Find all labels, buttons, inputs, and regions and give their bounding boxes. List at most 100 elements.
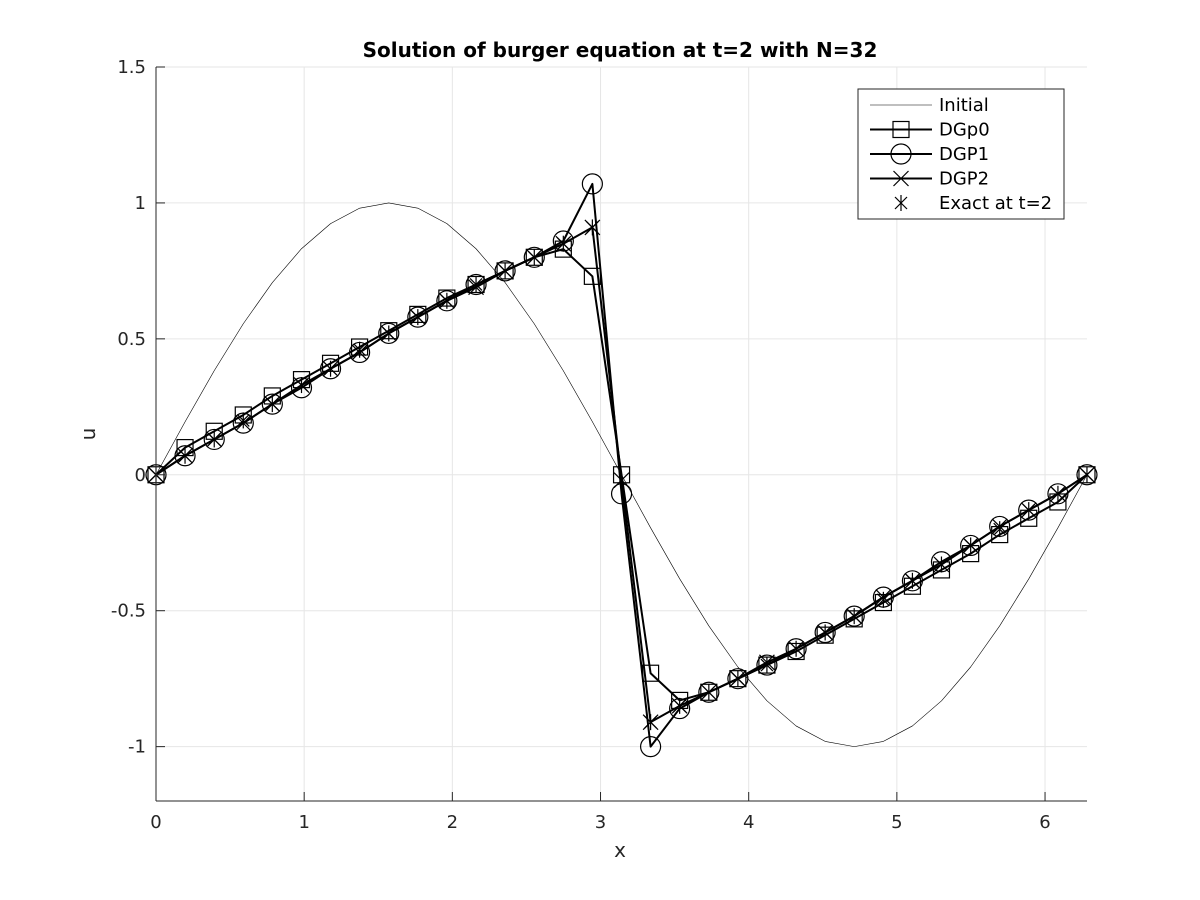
asterisk-marker-stroke [731, 672, 745, 686]
series-layer [145, 173, 1098, 758]
legend-marker-sample [890, 143, 912, 165]
data-point-dgp1 [407, 306, 429, 328]
data-point-exact-at-t-2 [585, 219, 599, 236]
legend-label: DGP2 [939, 169, 989, 190]
data-point-exact-at-t-2 [905, 572, 919, 589]
data-point-exact-at-t-2 [760, 657, 774, 674]
circle-marker-shape [494, 260, 516, 282]
data-point-dgp2 [613, 472, 630, 489]
data-point-exact-at-t-2 [964, 537, 978, 554]
asterisk-marker-stroke [847, 609, 861, 623]
data-point-dgp1 [203, 428, 225, 451]
asterisk-marker-stroke [585, 220, 599, 234]
asterisk-marker-stroke [469, 278, 483, 291]
legend-label: Initial [939, 95, 989, 116]
data-point-dgp1 [523, 246, 545, 268]
y-axis-label: u [76, 428, 100, 441]
data-point-dgp1 [1076, 464, 1098, 486]
data-point-dgp1 [901, 570, 924, 592]
asterisk-marker-stroke [207, 433, 221, 446]
asterisk-marker-stroke [789, 642, 803, 656]
legend-label: Exact at t=2 [939, 193, 1052, 214]
asterisk-marker-stroke [1022, 503, 1036, 517]
circle-marker-shape [785, 638, 807, 660]
data-point-exact-at-t-2 [469, 276, 483, 293]
data-point-dgp1 [756, 654, 778, 676]
circle-marker-shape [901, 570, 924, 592]
x-tick-label: 5 [891, 812, 902, 833]
asterisk-marker-stroke [876, 593, 890, 607]
data-point-dgp1 [698, 681, 720, 703]
data-point-exact-at-t-2 [236, 412, 250, 429]
circle-marker-shape [814, 621, 836, 644]
circle-marker-shape [1076, 464, 1098, 486]
data-point-exact-at-t-2 [527, 249, 541, 266]
asterisk-marker-stroke [527, 250, 541, 264]
circle-marker-shape [1047, 483, 1069, 505]
data-point-exact-at-t-2 [265, 396, 279, 413]
data-point-dgp1 [494, 260, 516, 282]
data-point-exact-at-t-2 [440, 292, 454, 309]
data-point-exact-at-t-2 [207, 431, 221, 448]
circle-marker-shape [523, 246, 545, 268]
legend-marker-sample [894, 195, 908, 211]
chart-title: Solution of burger equation at t=2 with … [363, 38, 878, 62]
y-tick-label: -0.5 [111, 601, 146, 622]
data-point-exact-at-t-2 [411, 309, 425, 326]
data-point-dgp1 [1018, 499, 1040, 521]
data-point-dgp1 [814, 621, 836, 644]
data-point-dgp1 [261, 393, 283, 415]
data-point-exact-at-t-2 [1080, 466, 1094, 483]
circle-marker-shape [203, 428, 225, 451]
legend-entry-initial: Initial [870, 95, 989, 116]
data-point-dgp1 [1047, 483, 1069, 505]
data-point-dgp1 [465, 273, 487, 296]
circle-marker-shape [727, 668, 749, 690]
asterisk-marker-stroke [556, 237, 570, 251]
x-axis-label: x [614, 838, 626, 862]
asterisk-marker-stroke [178, 449, 192, 463]
data-point-exact-at-t-2 [353, 341, 367, 358]
y-tick-label: 1 [135, 193, 146, 214]
asterisk-marker-stroke [324, 362, 337, 376]
asterisk-marker-stroke [894, 196, 908, 210]
data-point-exact-at-t-2 [673, 697, 687, 714]
y-tick-label: -1 [128, 737, 146, 758]
circle-marker-shape [698, 681, 720, 703]
x-marker-stroke [893, 170, 909, 187]
data-point-exact-at-t-2 [789, 640, 803, 657]
data-point-dgp1 [378, 322, 400, 345]
x-marker-stroke [613, 472, 630, 489]
data-point-exact-at-t-2 [498, 262, 512, 279]
asterisk-marker-stroke [993, 522, 1007, 536]
asterisk-marker-stroke [644, 715, 658, 729]
circle-marker-shape [407, 306, 429, 328]
y-tick-label: 0.5 [117, 329, 146, 350]
asterisk-marker-stroke [353, 343, 367, 357]
x-tick-label: 6 [1039, 812, 1050, 833]
asterisk-marker-stroke [498, 264, 512, 278]
circle-marker-shape [378, 322, 400, 345]
circle-marker-shape [960, 534, 982, 557]
data-point-exact-at-t-2 [818, 624, 832, 641]
data-point-exact-at-t-2 [935, 556, 948, 573]
asterisk-marker-stroke [935, 558, 948, 571]
data-point-exact-at-t-2 [644, 714, 658, 731]
data-point-dgp1 [174, 445, 196, 467]
legend-entry-dgp2: DGP2 [870, 169, 989, 190]
legend-marker-sample [892, 120, 910, 139]
circle-marker-shape [436, 290, 458, 312]
x-tick-label: 0 [150, 812, 161, 833]
series-line-dgp1 [155, 182, 1088, 748]
data-point-exact-at-t-2 [847, 608, 861, 625]
series-dgp1 [145, 173, 1098, 758]
legend: Initial DGp0 DGP1 DGP2 Exact at t=2 [857, 88, 1065, 220]
data-point-dgp1 [843, 605, 865, 627]
asterisk-marker-stroke [236, 413, 250, 427]
data-point-dgp1 [960, 534, 982, 557]
data-point-dgp1 [436, 290, 458, 312]
asterisk-marker-stroke [1080, 468, 1094, 482]
asterisk-marker-stroke [265, 397, 279, 411]
circle-marker-shape [843, 605, 865, 627]
square-marker-shape [892, 120, 910, 139]
